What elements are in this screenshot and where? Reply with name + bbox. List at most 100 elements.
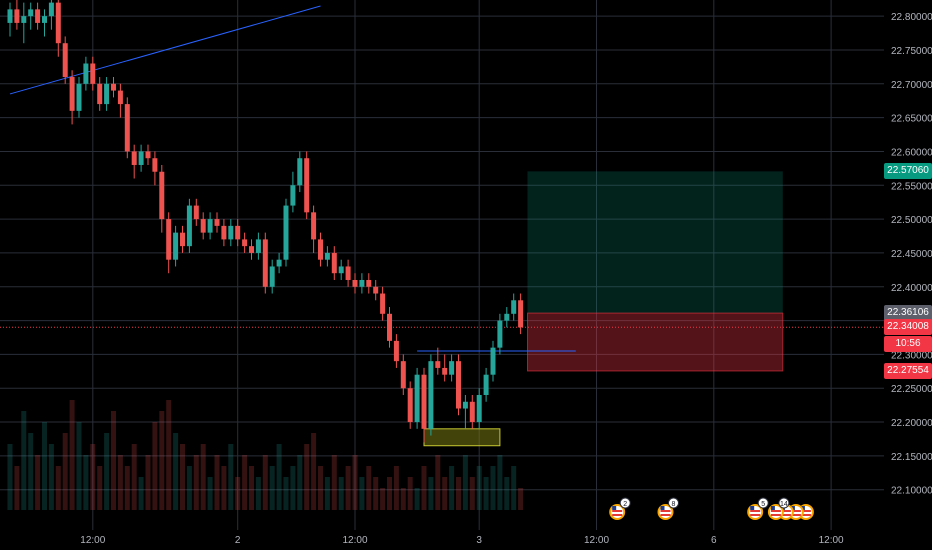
price-tick-label: 22.70000 (891, 80, 932, 91)
volume-bar (338, 477, 344, 510)
volume-bar (200, 444, 206, 510)
candle-body (7, 9, 13, 23)
volume-bar (414, 488, 420, 510)
volume-bar (235, 477, 241, 510)
candle-body (324, 252, 330, 260)
position-zones[interactable] (423, 171, 784, 447)
target-price-label: 22.57060 (884, 163, 932, 180)
volume-bar (331, 455, 337, 510)
candle-body (490, 347, 496, 375)
candle-body (55, 2, 61, 44)
volume-bar (42, 422, 47, 510)
volume-bar (442, 477, 448, 510)
price-tick-label: 22.30000 (891, 350, 932, 361)
candle-body (297, 158, 303, 186)
volume-bar (97, 466, 103, 510)
price-tick-label: 22.20000 (891, 418, 932, 429)
volume-bar (476, 466, 482, 510)
price-axis[interactable]: 22.80000 22.75000 22.70000 22.65000 22.60000… (884, 0, 932, 550)
price-tick-label: 22.75000 (891, 46, 932, 57)
volume-bar (124, 466, 130, 510)
candle-body (476, 394, 482, 423)
candle-body (449, 361, 455, 375)
volume-bar (221, 466, 227, 510)
candle-body (497, 320, 503, 348)
candle-body (338, 266, 344, 274)
candle-body (159, 171, 165, 220)
event-count: 8 (672, 501, 676, 508)
volume-bar (504, 477, 510, 510)
candle-body (345, 266, 351, 280)
candle-body (173, 232, 179, 260)
volume-bar (242, 455, 248, 510)
volume-bar (449, 466, 455, 510)
flag-stripe (750, 510, 761, 512)
price-tick-label: 22.55000 (891, 181, 932, 192)
price-axis-background (884, 0, 932, 550)
current-price-label: 22.34008 (884, 319, 932, 336)
highlight-rectangle (423, 428, 501, 447)
volume-bar (387, 477, 392, 510)
candle-body (48, 2, 54, 17)
price-tick-label: 22.80000 (891, 12, 932, 23)
candle-body (90, 63, 96, 84)
volume-bar (214, 455, 220, 510)
price-tick-label: 22.40000 (891, 283, 932, 294)
event-count-badge (778, 497, 790, 509)
candle-body (14, 9, 20, 23)
candle-body (28, 9, 34, 17)
candle-body (456, 361, 461, 409)
candle-body (166, 219, 172, 260)
volume-bar (207, 477, 213, 510)
volume-bar (262, 455, 268, 510)
time-tick-label: 3 (476, 535, 482, 546)
candle-body (380, 293, 386, 314)
candle-body (124, 104, 130, 152)
volume-bar (407, 477, 413, 510)
volume-bar (421, 466, 427, 510)
economic-events[interactable]: 2 8 5 14 (609, 497, 814, 520)
flag-stripe (800, 510, 811, 512)
drawing-lines[interactable] (0, 5, 884, 352)
candle-body (262, 239, 268, 287)
volume-bar (21, 411, 27, 510)
volume-bar (380, 488, 386, 510)
volume-bar (276, 444, 282, 510)
candle-body (421, 374, 427, 429)
volume-bar (48, 444, 54, 510)
volume-bar (28, 433, 34, 510)
candle-body (69, 77, 75, 111)
trend-line (9, 5, 321, 95)
flag-canton (660, 506, 665, 510)
volume-bar (366, 466, 372, 510)
volume-bar (490, 466, 496, 510)
volume-bar (90, 444, 96, 510)
volume-bar (173, 433, 179, 510)
flag-stripe (800, 514, 811, 516)
volume-bar (104, 433, 110, 510)
candle-body (255, 239, 261, 253)
candle-body (35, 9, 41, 23)
candle-body (249, 246, 254, 253)
volume-bar (83, 455, 89, 510)
volume-bar (283, 477, 289, 510)
flag-stripe (750, 514, 761, 516)
flag-stripe (790, 514, 801, 516)
price-tick-label: 22.60000 (891, 147, 932, 158)
candle-body (186, 205, 192, 247)
candle-body (373, 286, 379, 294)
volume-bar (69, 400, 75, 510)
volume-bar (145, 455, 151, 510)
candle-body (359, 279, 365, 287)
flag-canton (800, 506, 805, 510)
volume-bar (186, 466, 192, 510)
candle-body (318, 239, 323, 260)
price-tick-label: 22.10000 (891, 486, 932, 497)
candle-body (462, 401, 468, 409)
flag-canton (770, 506, 775, 510)
volume-bar (7, 444, 13, 510)
candle-body (276, 259, 282, 267)
volume-bar (138, 477, 144, 510)
